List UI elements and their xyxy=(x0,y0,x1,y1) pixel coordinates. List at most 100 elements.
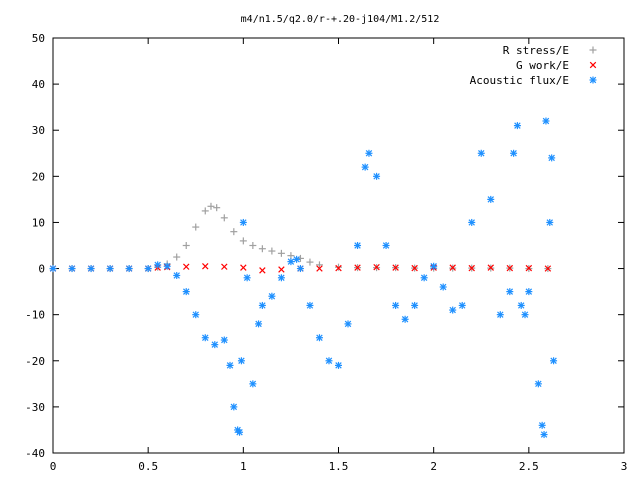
y-tick-label: -30 xyxy=(25,401,45,414)
data-point xyxy=(525,264,533,272)
data-point xyxy=(49,265,57,273)
data-point xyxy=(392,301,400,309)
data-point xyxy=(540,431,548,439)
y-tick-label: -40 xyxy=(25,447,45,460)
data-point xyxy=(538,421,546,429)
data-point xyxy=(521,311,529,319)
legend-marker xyxy=(589,46,597,54)
y-tick-label: 20 xyxy=(32,170,45,183)
data-point xyxy=(213,204,221,212)
data-point xyxy=(420,274,428,282)
data-point xyxy=(220,214,228,222)
data-point xyxy=(401,315,409,323)
data-point xyxy=(230,403,238,411)
legend-label: G work/E xyxy=(516,59,569,72)
data-point xyxy=(68,265,76,273)
data-point xyxy=(542,117,550,125)
data-point xyxy=(373,172,381,180)
data-point xyxy=(439,283,447,291)
data-point xyxy=(525,288,533,296)
data-point xyxy=(365,149,373,157)
data-point xyxy=(335,264,342,272)
data-point xyxy=(125,265,133,273)
series-0 xyxy=(49,202,552,273)
series-2 xyxy=(49,117,558,439)
data-point xyxy=(243,274,251,282)
data-point xyxy=(293,255,301,263)
data-point xyxy=(154,261,162,269)
x-tick-label: 3 xyxy=(621,460,628,473)
data-point xyxy=(249,380,257,388)
data-point xyxy=(287,252,295,260)
data-point xyxy=(316,265,323,272)
data-point xyxy=(449,264,456,271)
data-point xyxy=(87,265,95,273)
data-point xyxy=(487,195,495,203)
data-point xyxy=(255,320,263,328)
data-point xyxy=(207,202,215,210)
data-point xyxy=(335,361,342,369)
data-point xyxy=(182,242,190,249)
x-tick-label: 1.5 xyxy=(329,460,349,473)
data-point xyxy=(268,247,276,255)
data-point xyxy=(192,223,200,231)
data-point xyxy=(477,149,485,157)
data-point xyxy=(202,263,209,270)
data-point xyxy=(315,261,323,269)
data-point xyxy=(277,274,285,282)
legend: R stress/E G work/E Acoustic flux/E xyxy=(470,44,597,87)
x-tick-label: 0 xyxy=(50,460,57,473)
data-point xyxy=(211,341,219,349)
data-point xyxy=(468,218,476,226)
data-point xyxy=(268,292,276,300)
y-tick-label: -20 xyxy=(25,355,45,368)
data-point xyxy=(344,320,352,328)
data-point xyxy=(513,122,521,130)
data-point xyxy=(258,245,266,253)
data-point xyxy=(411,301,419,309)
legend-label: R stress/E xyxy=(503,44,569,57)
data-point xyxy=(163,262,171,270)
data-point xyxy=(258,301,266,309)
data-point xyxy=(173,271,181,279)
x-tick-label: 1 xyxy=(240,460,247,473)
data-point xyxy=(458,301,466,309)
data-point xyxy=(306,258,314,266)
legend-marker xyxy=(589,76,597,84)
data-point xyxy=(239,218,247,226)
data-point xyxy=(201,334,209,342)
data-point xyxy=(506,288,514,296)
y-tick-label: 30 xyxy=(32,124,45,137)
data-point xyxy=(221,263,228,270)
data-point xyxy=(548,154,556,162)
data-point xyxy=(354,242,362,249)
data-point xyxy=(544,265,552,272)
data-point xyxy=(240,264,247,271)
data-point xyxy=(192,311,200,319)
data-point xyxy=(534,380,542,388)
data-point xyxy=(259,267,266,274)
x-tick-label: 0.5 xyxy=(138,460,158,473)
legend-marker xyxy=(589,61,597,69)
axis-ticks: 0 0.5 1 1.5 2 2.5 3 -40 -30 -20 -10 0 10 20 30 40 50 xyxy=(25,32,627,473)
data-point xyxy=(106,265,114,273)
data-point xyxy=(306,301,314,309)
data-point xyxy=(201,207,209,215)
y-tick-label: 10 xyxy=(32,216,45,229)
data-point xyxy=(226,361,234,369)
data-point xyxy=(249,242,257,249)
data-point xyxy=(173,253,181,261)
x-tick-label: 2.5 xyxy=(519,460,539,473)
data-point xyxy=(392,264,399,271)
chart-title: m4/n1.5/q2.0/r-+.20-j104/M1.2/512 xyxy=(241,14,440,25)
data-point xyxy=(239,237,247,245)
data-point xyxy=(468,264,475,272)
y-tick-label: -10 xyxy=(25,309,45,322)
series-layer xyxy=(49,117,558,439)
data-point xyxy=(325,357,333,365)
data-point xyxy=(287,258,295,266)
data-point xyxy=(373,263,380,271)
data-point xyxy=(510,149,518,157)
plot-area-border xyxy=(52,37,625,454)
